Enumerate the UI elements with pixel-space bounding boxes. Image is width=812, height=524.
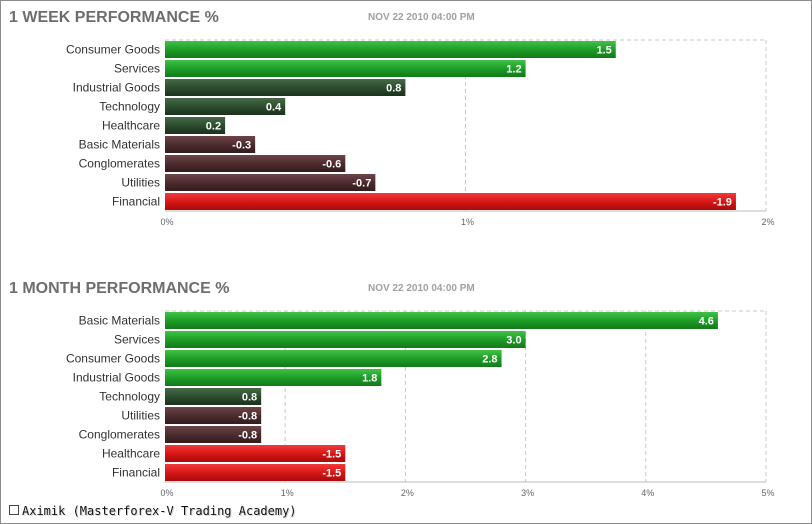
bar [165,136,256,153]
category-label: Utilities [121,409,160,423]
x-tick-label: 3% [521,488,534,498]
week-bar-chart: 0% 1% 2% Consumer Goods 1.5 Services 1.2 Indust… [66,39,775,227]
category-label: Services [114,62,160,76]
category-label: Services [114,333,160,347]
x-tick-label: 2% [401,488,414,498]
week-chart-date: NOV 22 2010 04:00 PM [368,12,475,23]
category-label: Consumer Goods [66,352,160,366]
bar-value-label: -1.9 [713,197,732,209]
bar-value-label: -1.5 [322,468,341,480]
bar-value-label: 4.6 [699,316,714,328]
bar [165,369,382,386]
bar-value-label: 0.8 [242,392,257,404]
bar [165,464,346,481]
category-label: Basic Materials [79,314,160,328]
bar-value-label: 0.4 [266,102,282,114]
bar-value-label: -0.3 [232,140,251,152]
bar [165,174,376,191]
bar-value-label: 1.5 [596,45,611,57]
month-bar-chart: 0% 1% 2% 3% 4% 5% Basic Materials 4.6 Services 3.… [66,310,775,498]
category-label: Financial [112,195,160,209]
x-tick-label: 4% [641,488,654,498]
bar-value-label: -0.8 [238,430,257,442]
bar [165,426,262,443]
x-tick-label: 0% [160,217,173,227]
bar-value-label: -0.8 [238,411,257,423]
category-label: Basic Materials [79,138,160,152]
category-label: Conglomerates [79,157,160,171]
category-label: Utilities [121,176,160,190]
x-tick-label: 1% [281,488,294,498]
bar-value-label: 2.8 [482,354,497,366]
bar [165,407,262,424]
category-label: Technology [99,390,160,404]
bar-value-label: 0.2 [206,121,221,133]
category-label: Conglomerates [79,428,160,442]
category-label: Industrial Goods [73,81,160,95]
x-tick-label: 5% [761,488,774,498]
x-tick-label: 2% [761,217,774,227]
bar-value-label: -0.7 [352,178,371,190]
bar-value-label: 3.0 [506,335,521,347]
bar [165,193,736,210]
category-label: Technology [99,100,160,114]
bar [165,60,526,77]
month-chart-title: 1 MONTH PERFORMANCE % [9,280,230,297]
footer-text: Aximik (Masterforex-V Trading Academy) [22,504,297,518]
bar-value-label: -0.6 [322,159,341,171]
bar [165,79,406,96]
bar [165,350,502,367]
bar [165,312,718,329]
category-label: Financial [112,466,160,480]
bar-value-label: 1.2 [506,64,521,76]
week-chart-title: 1 WEEK PERFORMANCE % [9,9,219,26]
bar-value-label: -1.5 [322,449,341,461]
bar [165,98,286,115]
bar [165,117,226,134]
bar [165,155,346,172]
bar-value-label: 0.8 [386,83,401,95]
bar [165,445,346,462]
category-label: Industrial Goods [73,371,160,385]
bar [165,41,616,58]
bar [165,388,262,405]
category-label: Healthcare [102,447,160,461]
x-tick-label: 0% [160,488,173,498]
bar-value-label: 1.8 [362,373,377,385]
category-label: Healthcare [102,119,160,133]
footer-credit: Aximik (Masterforex-V Trading Academy) [9,504,297,518]
category-label: Consumer Goods [66,43,160,57]
bar [165,331,526,348]
square-icon [9,505,19,515]
x-tick-label: 1% [461,217,474,227]
month-chart-date: NOV 22 2010 04:00 PM [368,283,475,294]
